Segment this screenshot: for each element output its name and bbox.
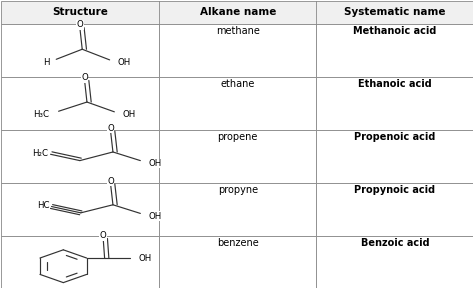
Text: O: O <box>76 20 83 29</box>
Text: Propenoic acid: Propenoic acid <box>354 132 436 142</box>
Text: H₃C: H₃C <box>33 110 49 118</box>
Text: OH: OH <box>122 110 136 119</box>
Bar <box>0 236 159 288</box>
Bar <box>0 183 159 236</box>
Text: OH: OH <box>138 253 151 262</box>
Bar <box>0 24 159 77</box>
Bar <box>0 1 474 24</box>
Text: propyne: propyne <box>218 185 258 195</box>
Bar <box>159 24 317 77</box>
Bar <box>159 77 317 130</box>
Bar <box>317 24 474 77</box>
Text: O: O <box>100 231 107 240</box>
Bar <box>317 77 474 130</box>
Text: O: O <box>81 73 88 82</box>
Text: HC: HC <box>36 201 49 210</box>
Text: OH: OH <box>148 212 162 221</box>
Bar <box>0 77 159 130</box>
Text: OH: OH <box>148 159 162 168</box>
Bar <box>317 183 474 236</box>
Text: Systematic name: Systematic name <box>344 8 446 18</box>
Text: Structure: Structure <box>52 8 108 18</box>
Text: H: H <box>43 58 49 67</box>
Text: ethane: ethane <box>220 79 255 89</box>
Text: methane: methane <box>216 27 260 36</box>
Bar <box>317 236 474 288</box>
Bar <box>317 130 474 183</box>
Text: Methanoic acid: Methanoic acid <box>353 27 437 36</box>
Text: H₂C: H₂C <box>32 149 48 158</box>
Text: O: O <box>107 177 114 186</box>
Bar <box>159 236 317 288</box>
Bar <box>0 130 159 183</box>
Text: benzene: benzene <box>217 238 259 248</box>
Text: O: O <box>107 124 114 133</box>
Text: propene: propene <box>218 132 258 142</box>
Bar <box>159 183 317 236</box>
Text: Propynoic acid: Propynoic acid <box>354 185 436 195</box>
Text: Ethanoic acid: Ethanoic acid <box>358 79 432 89</box>
Text: OH: OH <box>118 58 131 67</box>
Text: Alkane name: Alkane name <box>200 8 276 18</box>
Text: Benzoic acid: Benzoic acid <box>361 238 429 248</box>
Bar <box>159 130 317 183</box>
